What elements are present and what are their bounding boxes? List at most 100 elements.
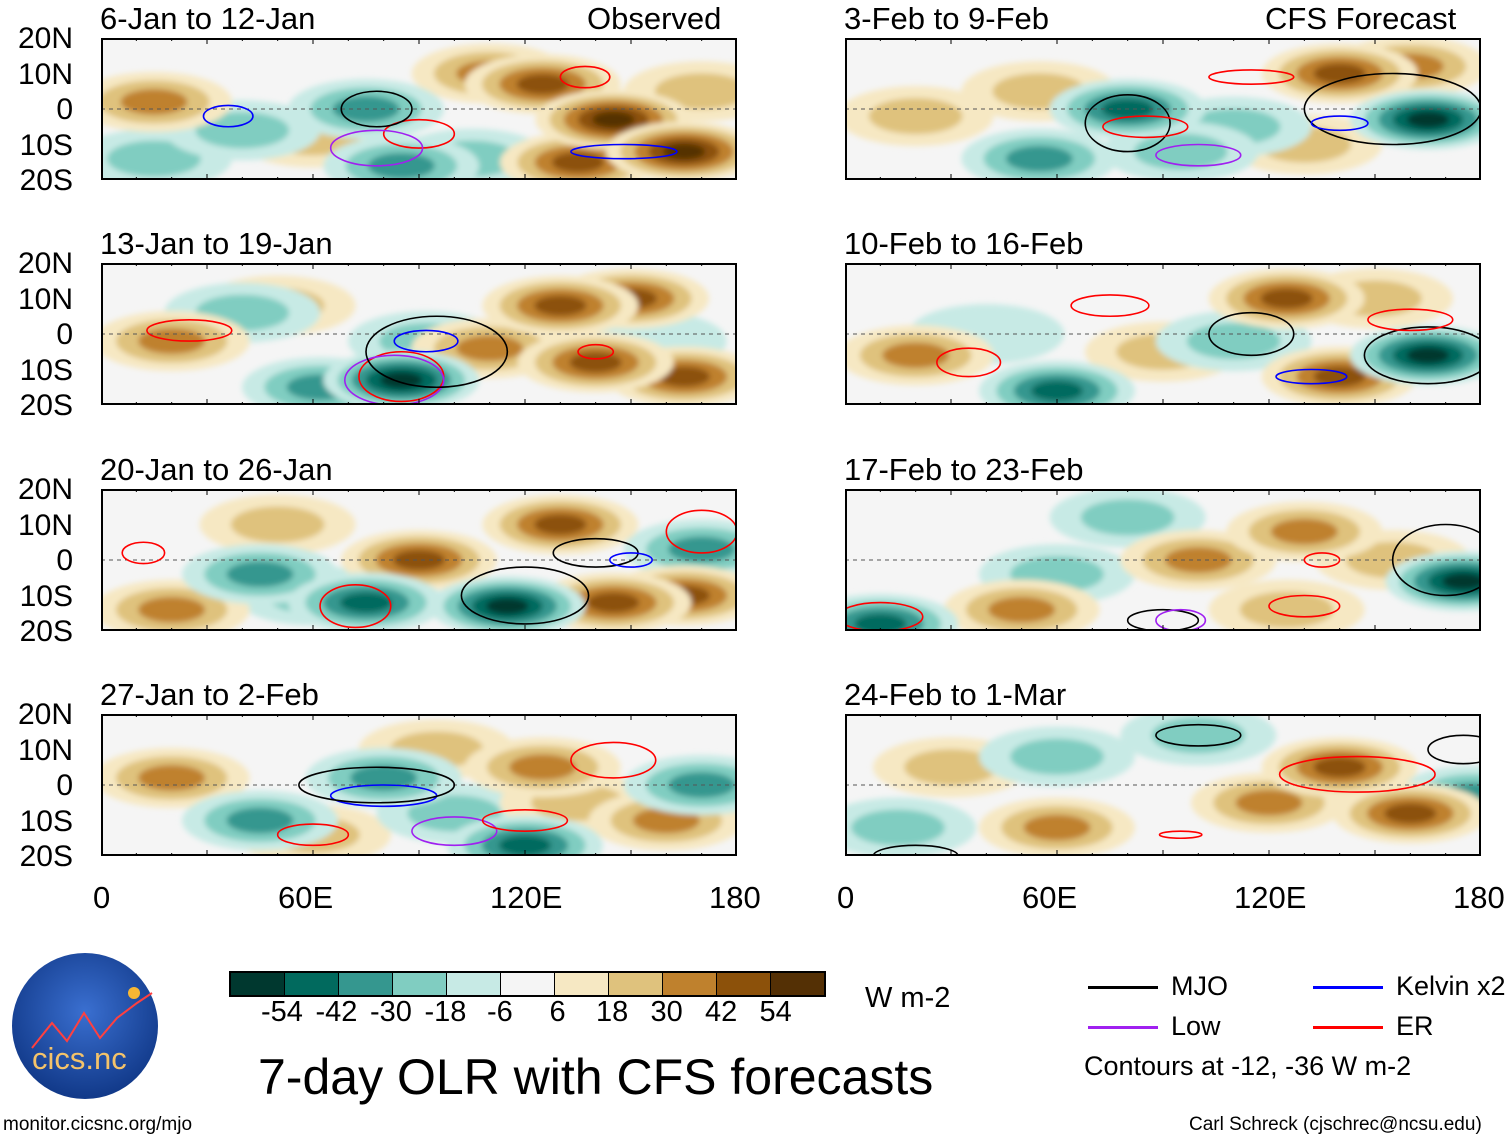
- lat-tick-label: 20N: [17, 22, 73, 55]
- olr-anomaly: [230, 506, 325, 543]
- olr-anomaly: [1442, 573, 1481, 590]
- panel-title: 13-Jan to 19-Jan: [100, 226, 333, 261]
- logo-text: cics.nc: [32, 1041, 127, 1076]
- lon-tick-label: 0: [837, 880, 855, 915]
- map-panel: [101, 38, 737, 180]
- lat-tick-label: 10S: [19, 128, 73, 162]
- lat-tick-label: 0: [56, 318, 73, 351]
- olr-anomaly: [1031, 380, 1083, 401]
- lat-tick-label: 0: [56, 544, 73, 577]
- map-panel: [101, 263, 737, 405]
- map-panel: [845, 714, 1481, 856]
- olr-anomaly: [1313, 366, 1366, 387]
- lat-tick-label: 0: [56, 769, 73, 802]
- panel-title: 27-Jan to 2-Feb: [100, 677, 319, 712]
- colorbar-label: -6: [487, 996, 513, 1028]
- legend-label: ER: [1396, 1011, 1434, 1041]
- wave-contour: [121, 541, 166, 565]
- colorbar-swatch: [285, 973, 339, 995]
- olr-anomaly: [120, 89, 188, 115]
- wave-contour: [393, 329, 459, 353]
- wave-contour: [845, 601, 924, 631]
- lon-tick-label: 120E: [490, 880, 563, 915]
- wave-contour: [1102, 115, 1189, 139]
- wave-contour: [298, 766, 456, 804]
- wave-contour: [1275, 368, 1348, 385]
- cics-logo: cics.nc: [12, 953, 158, 1099]
- olr-anomaly: [569, 352, 622, 373]
- olr-anomaly: [868, 98, 963, 135]
- olr-anomaly: [509, 754, 577, 781]
- olr-anomaly: [1010, 738, 1104, 775]
- wave-contour: [365, 315, 509, 389]
- colorbar: [229, 971, 826, 997]
- panel-title: 6-Jan to 12-Jan: [100, 1, 316, 36]
- lat-tick-label: 10S: [19, 804, 73, 838]
- lat-tick-label: 10N: [17, 282, 73, 316]
- map-panel: [845, 38, 1481, 180]
- olr-anomaly: [486, 597, 529, 615]
- olr-anomaly: [1270, 518, 1338, 545]
- colorbar-swatch: [771, 973, 824, 995]
- olr-anomaly: [988, 596, 1056, 623]
- wave-contour: [1367, 308, 1454, 332]
- olr-anomaly: [107, 140, 201, 177]
- colorbar-label: 30: [650, 996, 683, 1028]
- olr-anomaly: [882, 342, 950, 369]
- olr-anomaly: [654, 73, 737, 110]
- colorbar-swatch: [717, 973, 771, 995]
- olr-anomaly: [1186, 323, 1281, 360]
- map-panel: [101, 714, 737, 856]
- forecast-label: CFS Forecast: [1265, 1, 1457, 36]
- wave-contour: [340, 90, 413, 128]
- olr-anomaly: [1151, 717, 1246, 754]
- olr-anomaly: [668, 536, 736, 563]
- colorbar-swatch: [393, 973, 447, 995]
- wave-contour: [1363, 326, 1481, 385]
- colorbar-label: -42: [315, 996, 358, 1028]
- wave-contour: [481, 809, 569, 832]
- wave-contour: [460, 566, 590, 625]
- olr-anomaly: [340, 592, 392, 613]
- olr-anomaly: [1384, 803, 1437, 824]
- wave-contour: [1155, 143, 1242, 167]
- wave-contour: [665, 509, 737, 554]
- wave-contour: [1268, 594, 1341, 618]
- colorbar-swatch: [231, 973, 285, 995]
- wave-contour: [1126, 608, 1200, 631]
- olr-anomaly: [851, 809, 945, 846]
- olr-anomaly: [138, 596, 206, 623]
- contour-note: Contours at -12, -36 W m-2: [1084, 1051, 1412, 1081]
- olr-anomaly: [1313, 757, 1366, 778]
- wave-contour: [1155, 723, 1242, 747]
- credit: Carl Schreck (cjschrec@ncsu.edu): [1189, 1114, 1482, 1135]
- lat-tick-label: 20N: [17, 473, 73, 506]
- lat-tick-label: 20S: [19, 164, 73, 197]
- olr-anomaly: [854, 613, 907, 631]
- map-panel: [845, 263, 1481, 405]
- wave-contour: [570, 143, 678, 160]
- figure-title: 7-day OLR with CFS forecasts: [258, 1049, 934, 1105]
- colorbar-label: 18: [596, 996, 629, 1028]
- colorbar-label: -30: [370, 996, 412, 1028]
- lon-tick-label: 120E: [1234, 880, 1307, 915]
- colorbar-label: 42: [705, 996, 738, 1028]
- legend-line-kelvin-x2: [1313, 986, 1383, 989]
- wave-contour: [319, 584, 392, 629]
- panel-title: 20-Jan to 26-Jan: [100, 452, 333, 487]
- olr-anomaly: [587, 592, 640, 613]
- olr-anomaly: [516, 74, 569, 95]
- lon-tick-label: 0: [93, 880, 111, 915]
- olr-anomaly: [1313, 63, 1366, 84]
- panel-title: 24-Feb to 1-Mar: [844, 677, 1067, 712]
- lat-tick-label: 10N: [17, 733, 73, 767]
- olr-anomaly: [393, 550, 445, 570]
- wave-contour: [1208, 311, 1295, 357]
- olr-anomaly: [1080, 499, 1175, 536]
- lat-tick-label: 10N: [17, 508, 73, 542]
- website-link[interactable]: monitor.cicsnc.org/mjo: [3, 1114, 193, 1135]
- lon-tick-label: 180: [1453, 880, 1505, 915]
- colorbar-label: 54: [759, 996, 792, 1028]
- wave-contour: [608, 552, 653, 568]
